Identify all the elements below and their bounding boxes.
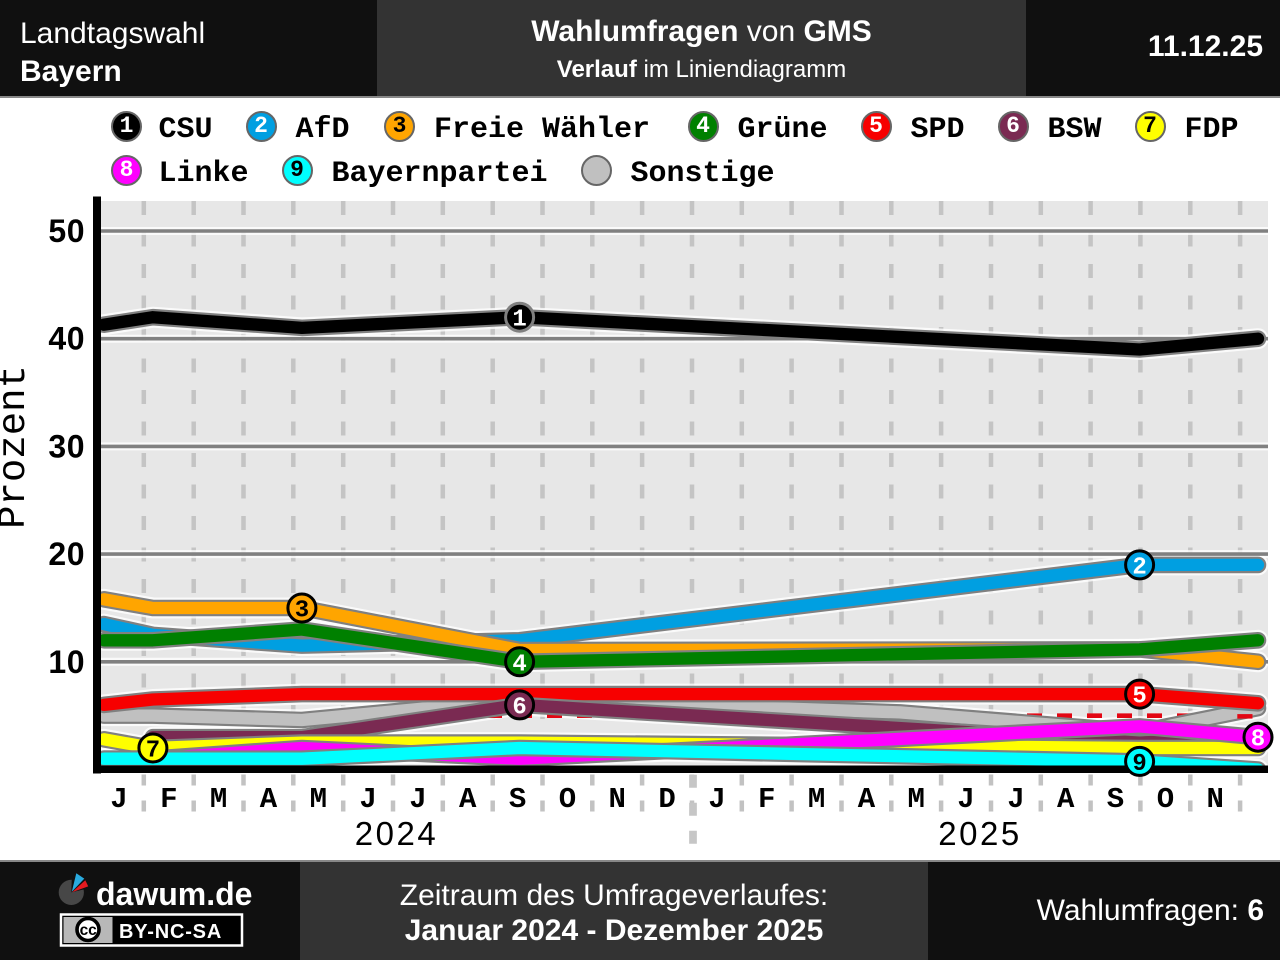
svg-text:2025: 2025	[938, 815, 1021, 852]
svg-text:7: 7	[146, 738, 160, 765]
svg-text:O: O	[559, 783, 576, 816]
svg-text:1: 1	[512, 307, 526, 334]
svg-text:J: J	[110, 783, 127, 816]
svg-text:A: A	[1057, 783, 1075, 816]
svg-text:8: 8	[1251, 727, 1265, 754]
svg-text:2: 2	[1132, 554, 1146, 581]
svg-text:M: M	[907, 783, 924, 816]
svg-text:4: 4	[512, 651, 526, 678]
svg-text:A: A	[858, 783, 876, 816]
svg-text:6: 6	[512, 694, 526, 721]
svg-text:5: 5	[1132, 684, 1146, 711]
svg-text:J: J	[359, 783, 376, 816]
svg-text:S: S	[1107, 783, 1124, 816]
svg-text:30: 30	[48, 428, 85, 464]
svg-text:J: J	[409, 783, 426, 816]
svg-text:M: M	[210, 783, 227, 816]
svg-text:J: J	[708, 783, 725, 816]
svg-text:N: N	[608, 783, 625, 816]
svg-text:40: 40	[48, 321, 85, 357]
svg-text:M: M	[310, 783, 327, 816]
svg-text:M: M	[808, 783, 825, 816]
svg-text:Prozent: Prozent	[0, 365, 36, 529]
svg-text:D: D	[658, 783, 675, 816]
svg-text:S: S	[509, 783, 526, 816]
svg-text:A: A	[260, 783, 278, 816]
svg-text:20: 20	[48, 536, 85, 572]
svg-text:10: 10	[48, 644, 85, 680]
svg-text:50: 50	[48, 213, 85, 249]
svg-text:BY-NC-SA: BY-NC-SA	[119, 921, 222, 943]
svg-text:F: F	[758, 783, 775, 816]
svg-text:N: N	[1206, 783, 1223, 816]
svg-text:cc: cc	[80, 922, 98, 939]
svg-text:J: J	[1007, 783, 1024, 816]
svg-text:A: A	[459, 783, 477, 816]
svg-text:9: 9	[1132, 751, 1146, 778]
svg-text:J: J	[957, 783, 974, 816]
svg-text:F: F	[160, 783, 177, 816]
svg-text:O: O	[1157, 783, 1174, 816]
svg-text:2024: 2024	[355, 815, 438, 852]
svg-text:3: 3	[295, 598, 309, 625]
